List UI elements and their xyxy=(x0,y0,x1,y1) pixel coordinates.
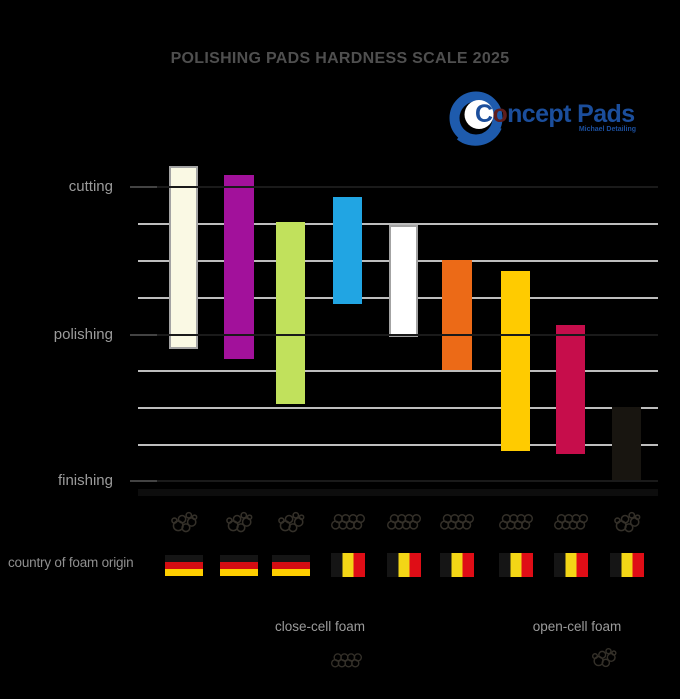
germany-flag xyxy=(164,555,203,576)
pad-bar-blue xyxy=(333,197,362,304)
gridline-minor xyxy=(138,223,658,225)
logo-name-rest: ncept Pads xyxy=(507,100,635,128)
belgium-flag xyxy=(330,553,365,577)
legend-open-cell-label: open-cell foam xyxy=(532,619,622,634)
pad-bar-orange xyxy=(442,260,472,370)
pad-bar-black xyxy=(612,407,641,482)
pad-bar-yellow xyxy=(501,271,530,451)
logo-name-o: o xyxy=(492,100,508,128)
close-cell-foam-icon xyxy=(331,653,362,673)
close-cell-foam-icon xyxy=(386,514,421,535)
open-cell-foam-icon xyxy=(170,510,198,538)
belgium-flag xyxy=(553,553,588,577)
gridline-major-tick xyxy=(130,480,157,482)
concept-pads-logo: Concept Pads Michael Detailing xyxy=(448,88,642,150)
pad-bar-purple xyxy=(224,175,254,359)
gridline-minor xyxy=(138,370,658,372)
axis-label-cutting: cutting xyxy=(68,178,113,195)
open-cell-foam-icon xyxy=(225,510,253,538)
logo-name: Concept Pads xyxy=(475,100,635,129)
country-of-origin-label: country of foam origin xyxy=(8,555,134,570)
axis-label-polishing: polishing xyxy=(53,326,113,343)
gridline-major xyxy=(132,480,658,482)
open-cell-foam-icon xyxy=(277,510,305,538)
gridline-minor xyxy=(138,444,658,446)
close-cell-foam-icon xyxy=(553,514,588,535)
belgium-flag xyxy=(386,553,421,577)
close-cell-foam-icon xyxy=(330,514,365,535)
belgium-flag xyxy=(609,553,644,577)
chart-title: POLISHING PADS HARDNESS SCALE 2025 xyxy=(170,50,510,67)
pad-bar-red xyxy=(556,325,585,454)
pad-bar-white xyxy=(389,225,418,337)
belgium-flag xyxy=(498,553,533,577)
logo-tagline: Michael Detailing xyxy=(578,126,636,133)
gridline-major xyxy=(132,186,658,188)
gridline-major-tick xyxy=(130,334,157,336)
legend-close-cell-label: close-cell foam xyxy=(274,619,366,634)
germany-flag xyxy=(220,555,258,576)
logo-ring-icon xyxy=(449,91,503,146)
x-axis-line xyxy=(138,489,658,496)
close-cell-foam-icon xyxy=(498,514,533,535)
gridline-major-tick xyxy=(130,186,157,188)
pad-bar-ivory xyxy=(169,166,198,349)
pad-bar-green xyxy=(276,222,305,404)
gridline-major xyxy=(132,334,658,336)
germany-flag xyxy=(271,555,310,576)
open-cell-foam-icon xyxy=(591,646,617,673)
gridline-minor xyxy=(138,407,658,409)
open-cell-foam-icon xyxy=(613,510,641,538)
belgium-flag xyxy=(440,553,474,577)
close-cell-foam-icon xyxy=(440,514,474,535)
logo-name-c: C xyxy=(475,100,493,128)
axis-label-finishing: finishing xyxy=(57,472,113,489)
